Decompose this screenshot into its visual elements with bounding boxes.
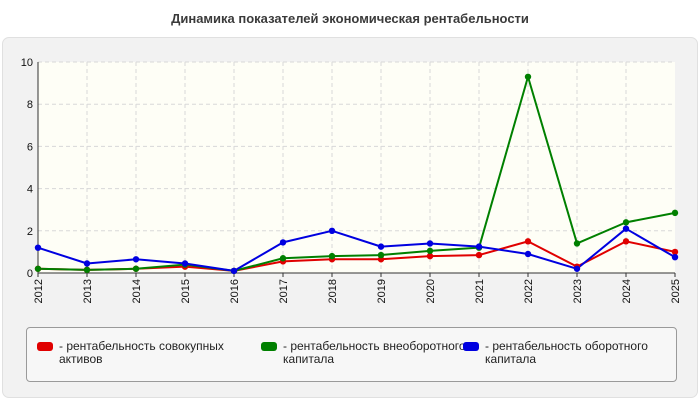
- data-point-2: [83, 260, 91, 267]
- legend-label-fixed-capital: - рентабельность внеоборотного капитала: [283, 339, 466, 366]
- data-point-2: [181, 260, 189, 267]
- data-point-2: [279, 239, 287, 246]
- data-point-0: [622, 238, 630, 245]
- data-point-2: [230, 267, 238, 275]
- x-tick-label: 2015: [180, 279, 192, 303]
- x-tick-label: 2018: [327, 279, 339, 303]
- x-tick-label: 2014: [131, 279, 143, 303]
- legend-label-working-capital: - рентабельность оборотного капитала: [485, 339, 648, 366]
- legend-item-total-assets: - рентабельность совокупных активов: [37, 340, 242, 366]
- data-point-0: [426, 252, 434, 260]
- legend-swatch-red: [37, 342, 53, 351]
- data-point-1: [132, 265, 140, 272]
- x-tick-label: 2017: [278, 279, 290, 303]
- data-point-2: [573, 265, 581, 272]
- chart-title: Динамика показателей экономическая рента…: [171, 11, 529, 26]
- x-tick-label: 2012: [33, 279, 45, 303]
- legend-label-total-assets: - рентабельность совокупных активов: [59, 339, 224, 366]
- y-tick-label: 2: [27, 226, 33, 238]
- y-tick-label: 6: [27, 141, 33, 153]
- data-point-2: [426, 240, 434, 247]
- x-tick-label: 2021: [474, 279, 486, 303]
- y-tick-label: 4: [27, 184, 33, 196]
- x-tick-label: 2016: [229, 279, 241, 303]
- x-tick-label: 2013: [82, 279, 94, 303]
- data-point-2: [524, 250, 532, 258]
- legend-swatch-blue: [463, 342, 479, 351]
- data-point-0: [671, 248, 679, 256]
- legend-swatch-green: [261, 342, 277, 351]
- data-point-1: [279, 255, 287, 262]
- data-point-1: [573, 240, 581, 247]
- x-tick-label: 2022: [523, 279, 535, 303]
- series-line-1: [37, 75, 676, 272]
- y-tick-label: 10: [21, 57, 33, 69]
- x-tick-label: 2025: [670, 279, 682, 303]
- x-tick-label: 2019: [376, 279, 388, 303]
- x-tick-label: 2020: [425, 279, 437, 303]
- data-point-0: [524, 238, 532, 245]
- data-point-1: [377, 251, 385, 259]
- data-point-2: [34, 244, 42, 251]
- data-point-2: [328, 227, 336, 234]
- x-tick-label: 2024: [621, 279, 633, 303]
- y-tick-label: 8: [27, 99, 33, 111]
- data-point-2: [622, 225, 630, 232]
- data-point-1: [34, 265, 42, 272]
- data-point-1: [524, 73, 532, 80]
- data-point-1: [671, 209, 679, 217]
- y-tick-label: 0: [27, 268, 33, 280]
- data-point-1: [622, 219, 630, 226]
- data-point-1: [426, 247, 434, 255]
- data-point-0: [475, 251, 483, 259]
- data-point-1: [328, 252, 336, 260]
- data-point-2: [132, 256, 140, 263]
- chart-legend: - рентабельность совокупных активов - ре…: [26, 327, 677, 382]
- series-line-2: [37, 227, 676, 272]
- legend-item-fixed-capital: - рентабельность внеоборотного капитала: [261, 340, 466, 366]
- x-tick-label: 2023: [572, 279, 584, 303]
- data-point-2: [475, 243, 483, 250]
- data-point-2: [671, 253, 679, 261]
- legend-item-working-capital: - рентабельность оборотного капитала: [463, 340, 673, 366]
- data-point-2: [377, 243, 385, 250]
- data-point-1: [83, 266, 91, 274]
